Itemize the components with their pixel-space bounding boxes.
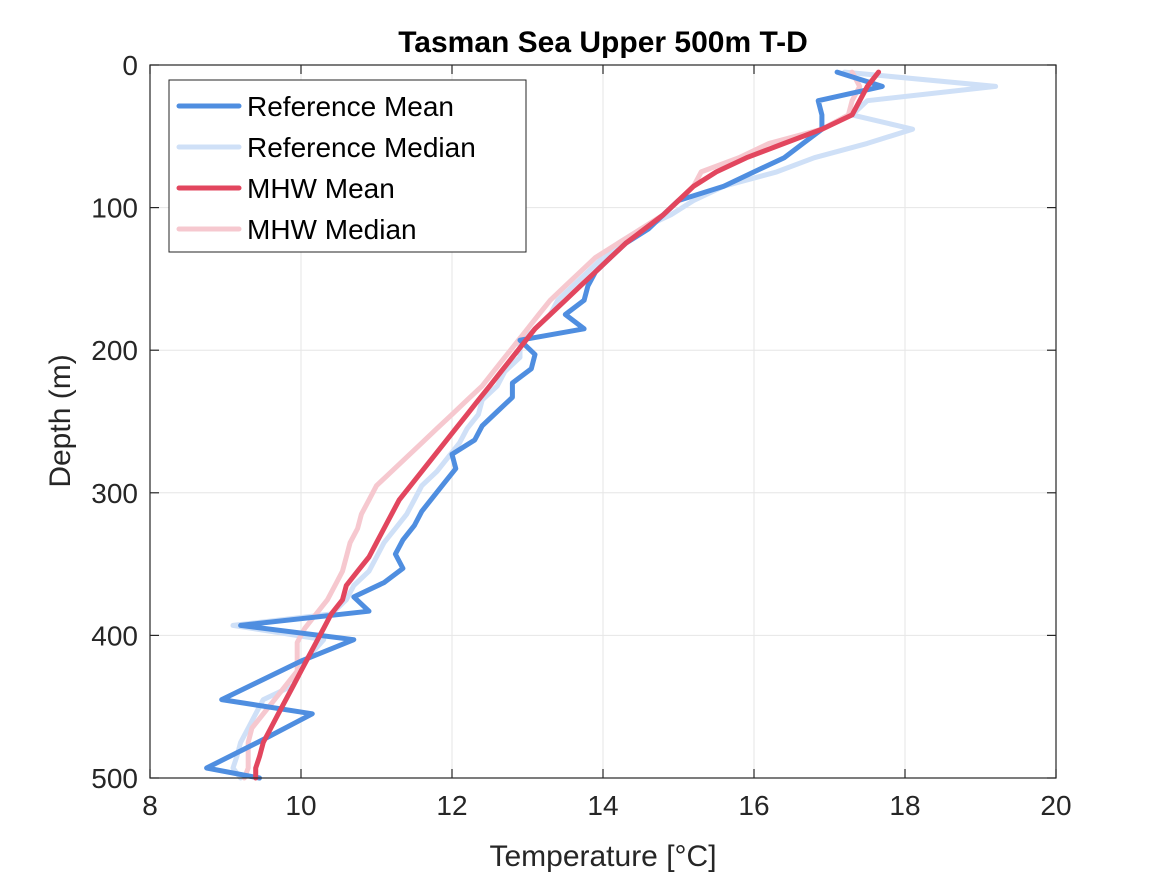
- x-axis-label: Temperature [°C]: [489, 840, 716, 873]
- legend: Reference Mean Reference Median MHW Mean MH…: [168, 79, 527, 253]
- x-tick-label: 10: [285, 790, 316, 821]
- y-tick-label: 300: [91, 478, 138, 509]
- x-tick-label: 20: [1040, 790, 1071, 821]
- legend-label-reference-mean: Reference Mean: [247, 91, 454, 122]
- series-layer: [204, 69, 999, 781]
- y-tick-label: 500: [91, 763, 138, 794]
- y-tick-label: 0: [122, 50, 138, 81]
- legend-label-reference-median: Reference Median: [247, 132, 476, 163]
- x-tick-label: 16: [738, 790, 769, 821]
- legend-label-mhw-median: MHW Median: [247, 214, 417, 245]
- y-axis-label: Depth (m): [44, 354, 77, 487]
- x-tick-label: 8: [142, 790, 158, 821]
- legend-box: [168, 79, 527, 253]
- chart-title: Tasman Sea Upper 500m T-D: [398, 26, 808, 59]
- series-line-mhw-mean: [253, 69, 882, 781]
- y-tick-label: 400: [91, 620, 138, 651]
- y-tick-label: 100: [91, 193, 138, 224]
- x-tick-label: 12: [436, 790, 467, 821]
- y-tick-label: 200: [91, 335, 138, 366]
- x-tick-label: 14: [587, 790, 618, 821]
- series-line-reference-mean: [204, 69, 885, 781]
- x-tick-label: 18: [889, 790, 920, 821]
- legend-label-mhw-mean: MHW Mean: [247, 173, 395, 204]
